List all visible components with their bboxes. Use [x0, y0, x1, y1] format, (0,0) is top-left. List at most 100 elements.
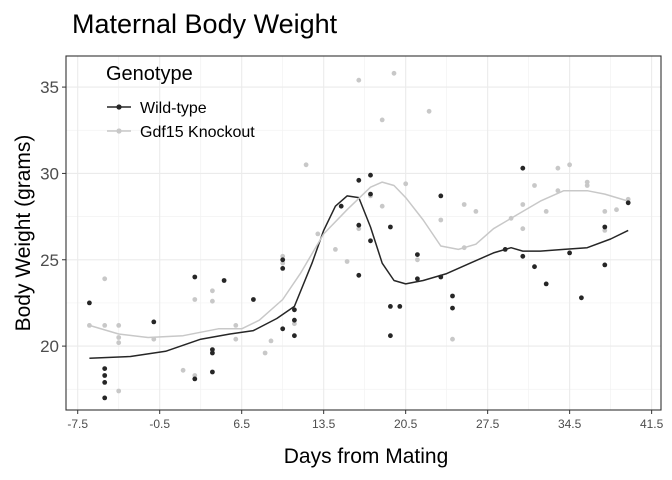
trend-line-gdf15-knockout: [89, 181, 629, 339]
data-point-gdf15-knockout: [602, 228, 608, 233]
data-point-wild-type: [397, 304, 403, 309]
data-point-wild-type: [210, 347, 215, 352]
data-point-gdf15-knockout: [555, 165, 561, 171]
data-point-wild-type: [102, 395, 108, 401]
data-point-gdf15-knockout: [450, 336, 455, 342]
data-point-gdf15-knockout: [116, 335, 122, 340]
data-point-wild-type: [532, 264, 537, 270]
data-point-wild-type: [520, 165, 526, 171]
data-point-gdf15-knockout: [233, 336, 239, 342]
data-point-gdf15-knockout: [262, 350, 268, 356]
data-point-gdf15-knockout: [356, 77, 362, 83]
data-point-wild-type: [368, 191, 373, 197]
x-tick-label: 13.5: [312, 417, 336, 431]
data-point-wild-type: [579, 295, 584, 301]
data-point-wild-type: [368, 172, 373, 178]
chart-title: Maternal Body Weight: [72, 9, 338, 39]
data-point-gdf15-knockout: [461, 245, 467, 251]
data-point-wild-type: [415, 276, 420, 282]
data-point-gdf15-knockout: [602, 209, 608, 214]
legend-label-wild-type: Wild-type: [140, 100, 207, 117]
legend-key-point-gdf15-knockout: [116, 128, 122, 134]
x-axis-title: Days from Mating: [284, 445, 449, 468]
data-point-gdf15-knockout: [210, 298, 215, 304]
data-point-gdf15-knockout: [233, 323, 239, 328]
data-point-gdf15-knockout: [567, 162, 572, 168]
data-point-gdf15-knockout: [102, 276, 108, 282]
data-point-wild-type: [292, 307, 297, 313]
x-tick-label: 41.5: [640, 417, 664, 431]
x-axis: -7.5 -0.5 6.5 13.5 20.5 27.5 34.5 41.5: [67, 410, 664, 431]
data-point-gdf15-knockout: [268, 338, 274, 344]
data-point-gdf15-knockout: [192, 373, 198, 378]
data-point-gdf15-knockout: [438, 217, 444, 223]
data-point-wild-type: [280, 266, 286, 271]
data-point-gdf15-knockout: [315, 231, 321, 237]
data-point-wild-type: [388, 224, 393, 230]
x-tick-label: 6.5: [233, 417, 250, 431]
plot-border: [65, 55, 662, 411]
data-point-wild-type: [502, 247, 508, 252]
data-point-gdf15-knockout: [391, 70, 397, 76]
data-point-gdf15-knockout: [508, 215, 514, 221]
data-point-gdf15-knockout: [180, 367, 186, 373]
data-point-gdf15-knockout: [87, 323, 92, 328]
trend-lines: [89, 181, 629, 359]
data-point-wild-type: [210, 350, 215, 356]
data-point-gdf15-knockout: [356, 226, 362, 232]
data-point-wild-type: [102, 380, 108, 385]
data-point-wild-type: [438, 274, 444, 280]
data-point-gdf15-knockout: [292, 321, 297, 327]
data-point-wild-type: [292, 333, 297, 339]
data-point-gdf15-knockout: [102, 323, 108, 328]
x-tick-label: -7.5: [67, 417, 88, 431]
data-point-wild-type: [450, 305, 455, 311]
y-tick-label: 25: [40, 251, 59, 270]
data-point-wild-type: [102, 373, 108, 378]
data-point-gdf15-knockout: [625, 196, 631, 202]
data-point-wild-type: [251, 297, 256, 302]
data-point-gdf15-knockout: [584, 179, 590, 185]
x-tick-label: -0.5: [149, 417, 170, 431]
x-tick-label: 27.5: [476, 417, 500, 431]
data-point-wild-type: [151, 319, 157, 325]
data-point-gdf15-knockout: [543, 209, 549, 214]
data-point-wild-type: [192, 376, 198, 382]
y-axis: 20 25 30 35: [40, 78, 66, 356]
legend-label-gdf15-knockout: Gdf15 Knockout: [140, 124, 255, 141]
data-point-wild-type: [415, 252, 420, 257]
legend-key-point-wild-type: [116, 104, 122, 110]
data-point-wild-type: [210, 369, 215, 375]
data-point-wild-type: [356, 177, 362, 183]
data-point-wild-type: [192, 274, 198, 280]
data-point-gdf15-knockout: [555, 188, 561, 194]
data-point-wild-type: [356, 222, 362, 228]
data-point-wild-type: [543, 281, 549, 287]
y-tick-label: 35: [40, 78, 59, 97]
legend: Genotype Wild-type Gdf15 Knockout: [106, 63, 255, 141]
data-point-gdf15-knockout: [192, 297, 198, 302]
data-point-wild-type: [356, 272, 362, 278]
data-point-gdf15-knockout: [473, 209, 479, 214]
data-point-wild-type: [221, 278, 227, 283]
data-point-wild-type: [292, 317, 297, 323]
data-point-gdf15-knockout: [116, 340, 122, 346]
data-point-wild-type: [520, 253, 526, 259]
data-point-gdf15-knockout: [520, 202, 526, 207]
data-point-gdf15-knockout: [303, 162, 309, 168]
data-point-wild-type: [280, 326, 286, 332]
data-point-wild-type: [438, 193, 444, 199]
data-point-gdf15-knockout: [116, 323, 122, 328]
data-point-wild-type: [368, 238, 373, 244]
data-point-gdf15-knockout: [379, 117, 385, 123]
data-point-gdf15-knockout: [280, 253, 286, 259]
x-tick-label: 20.5: [394, 417, 418, 431]
data-point-wild-type: [625, 200, 631, 206]
data-point-wild-type: [280, 257, 286, 263]
data-point-gdf15-knockout: [116, 388, 122, 394]
data-point-gdf15-knockout: [333, 247, 338, 252]
data-point-wild-type: [567, 250, 572, 256]
data-point-gdf15-knockout: [151, 336, 157, 342]
data-points: [87, 70, 631, 401]
